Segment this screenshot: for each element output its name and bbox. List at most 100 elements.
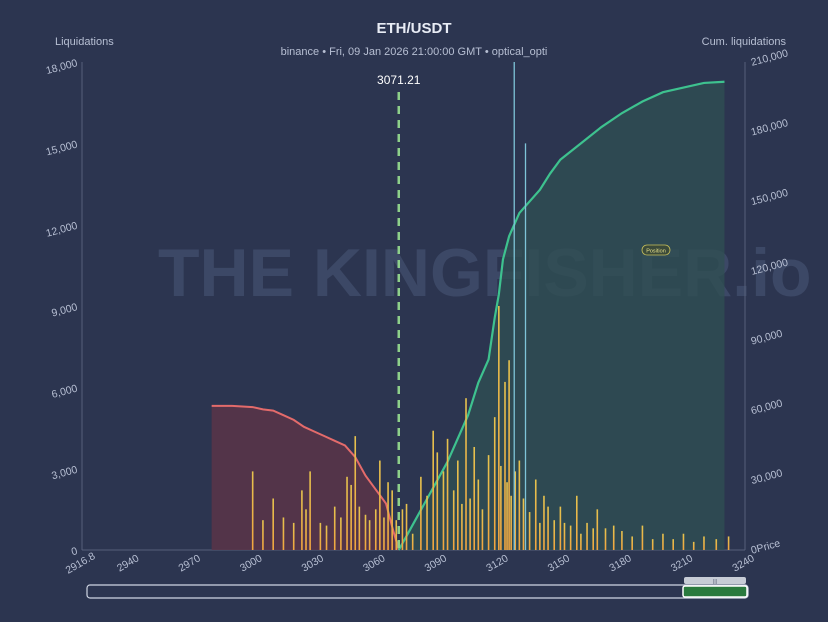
liquidation-bar — [641, 525, 644, 550]
liquidation-bar — [358, 506, 361, 550]
y-right-tick-label: 60,000 — [750, 397, 784, 417]
liquidation-bar — [401, 509, 404, 550]
y-right-tick-label: 180,000 — [750, 117, 790, 138]
liquidation-bar — [604, 528, 607, 550]
y-axis-left-label: Liquidations — [55, 36, 114, 48]
long-cum-line — [397, 80, 725, 551]
x-tick-label: 3120 — [484, 552, 510, 574]
liquidation-bar — [395, 520, 398, 550]
liquidation-bar — [383, 517, 385, 550]
liquidation-bar — [305, 509, 307, 550]
chart-subtitle: binance • Fri, 09 Jan 2026 21:00:00 GMT … — [281, 46, 548, 58]
liquidation-bar — [368, 520, 371, 550]
liquidation-bar — [282, 517, 285, 550]
short-cum-area — [211, 405, 399, 550]
liquidation-bar — [563, 522, 566, 550]
x-tick-label: 2916.8 — [64, 550, 98, 577]
liquidation-bar — [379, 460, 381, 550]
x-tick-label: 3180 — [607, 552, 633, 574]
liquidation-bar — [662, 533, 664, 550]
liquidation-bar — [442, 471, 445, 550]
liquidation-bar — [457, 460, 459, 550]
y-right-tick-label: 90,000 — [750, 328, 784, 348]
liquidation-bar — [325, 525, 328, 550]
y-left-tick-label: 12,000 — [45, 220, 79, 240]
liquidation-bar — [350, 484, 352, 550]
current-price-label: 3071.21 — [377, 73, 421, 87]
liquidation-bar — [465, 398, 467, 550]
liquidation-bar — [374, 509, 377, 550]
liquidation-bar — [469, 498, 471, 550]
x-tick-label: 3150 — [546, 552, 572, 574]
position-badge-label: Position — [646, 249, 666, 255]
liquidation-bar — [539, 522, 541, 550]
liquidation-bar — [487, 455, 490, 550]
short-cum-line — [211, 404, 400, 551]
x-tick-label: 2940 — [115, 552, 141, 574]
long-cumulative-series — [397, 80, 725, 551]
y-right-tick-label: 30,000 — [750, 467, 784, 487]
liquidation-bar — [452, 490, 455, 550]
y-left-tick-label: 3,000 — [50, 464, 79, 482]
liquidation-bar — [672, 539, 675, 550]
liquidation-bar — [461, 503, 463, 550]
liquidation-bar — [272, 498, 274, 550]
liquidation-bar — [477, 479, 480, 550]
liquidation-bar — [446, 438, 449, 550]
liquidation-bar — [514, 471, 517, 550]
liquidation-bar — [559, 506, 562, 550]
liquidation-spikes — [513, 62, 527, 550]
y-right-tick-label: 210,000 — [750, 47, 790, 68]
liquidation-bar — [651, 539, 654, 550]
x-tick-label: 3060 — [361, 552, 387, 574]
liquidation-bar — [715, 539, 718, 550]
range-slider-track[interactable] — [86, 584, 749, 599]
y-left-tick-label: 9,000 — [50, 301, 79, 319]
liquidation-bar — [621, 531, 623, 550]
liquidation-bar — [426, 495, 428, 550]
liquidation-bar — [682, 533, 685, 550]
liquidation-bar — [528, 512, 531, 550]
liquidation-bar — [727, 536, 730, 550]
liquidation-bar — [391, 490, 393, 550]
liquidation-bar — [596, 509, 599, 550]
liquidation-bar — [473, 446, 476, 550]
liquidation-bar — [692, 541, 695, 550]
range-slider-handle[interactable] — [684, 577, 746, 584]
long-cum-area — [398, 81, 725, 550]
liquidation-bar — [553, 520, 556, 550]
liquidation-bar — [346, 476, 348, 550]
liquidation-bar — [493, 417, 496, 550]
liquidation-bar — [506, 482, 508, 550]
liquidation-bar — [580, 533, 582, 550]
liquidation-bar — [292, 522, 295, 550]
liquidation-bar — [703, 536, 705, 550]
y-left-tick-label: 18,000 — [45, 57, 79, 77]
liquidation-bar — [354, 436, 357, 550]
liquidation-bar — [522, 498, 525, 550]
chart-title: ETH/USDT — [377, 20, 452, 37]
liquidation-bar — [508, 360, 510, 550]
liquidation-bar — [333, 506, 336, 550]
liquidation-bar — [411, 533, 414, 550]
liquidation-bar — [569, 525, 572, 550]
liquidation-bar — [547, 506, 549, 550]
x-tick-label: 2970 — [177, 552, 203, 574]
liquidation-bar — [420, 476, 422, 550]
liquidation-bar — [481, 509, 484, 550]
x-tick-label: 3090 — [423, 552, 449, 574]
liquidation-bar — [340, 517, 342, 550]
liquidation-bar — [612, 525, 615, 550]
x-tick-label: 3210 — [669, 552, 695, 574]
liquidation-bar — [364, 514, 367, 550]
y-right-tick-label: 150,000 — [750, 187, 790, 208]
liquidation-bar — [251, 471, 254, 550]
position-badge[interactable] — [641, 244, 671, 256]
liquidation-bar — [262, 520, 264, 550]
liquidation-bar — [309, 471, 311, 550]
liquidation-bar — [510, 495, 512, 550]
liquidation-bar — [301, 490, 303, 550]
range-slider-selection[interactable] — [682, 585, 748, 598]
y-left-tick-label: 6,000 — [50, 382, 79, 400]
